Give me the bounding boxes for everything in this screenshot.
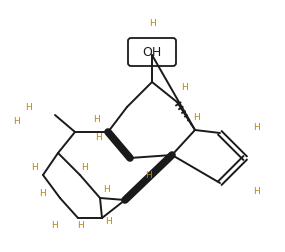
Text: H: H — [254, 122, 260, 132]
Text: H: H — [13, 117, 19, 127]
Text: H: H — [104, 185, 110, 195]
Text: H: H — [93, 115, 99, 124]
Text: H: H — [144, 171, 151, 179]
Text: H: H — [82, 164, 88, 173]
Text: H: H — [25, 104, 31, 112]
FancyBboxPatch shape — [128, 38, 176, 66]
Text: H: H — [52, 220, 58, 230]
Text: H: H — [194, 112, 200, 121]
Text: H: H — [39, 188, 45, 198]
Text: H: H — [77, 222, 84, 231]
Text: H: H — [254, 187, 260, 197]
Text: H: H — [95, 133, 101, 142]
Text: OH: OH — [142, 46, 162, 58]
Text: H: H — [32, 164, 38, 173]
Text: H: H — [182, 83, 188, 92]
Text: H: H — [148, 19, 155, 28]
Text: H: H — [105, 217, 111, 227]
